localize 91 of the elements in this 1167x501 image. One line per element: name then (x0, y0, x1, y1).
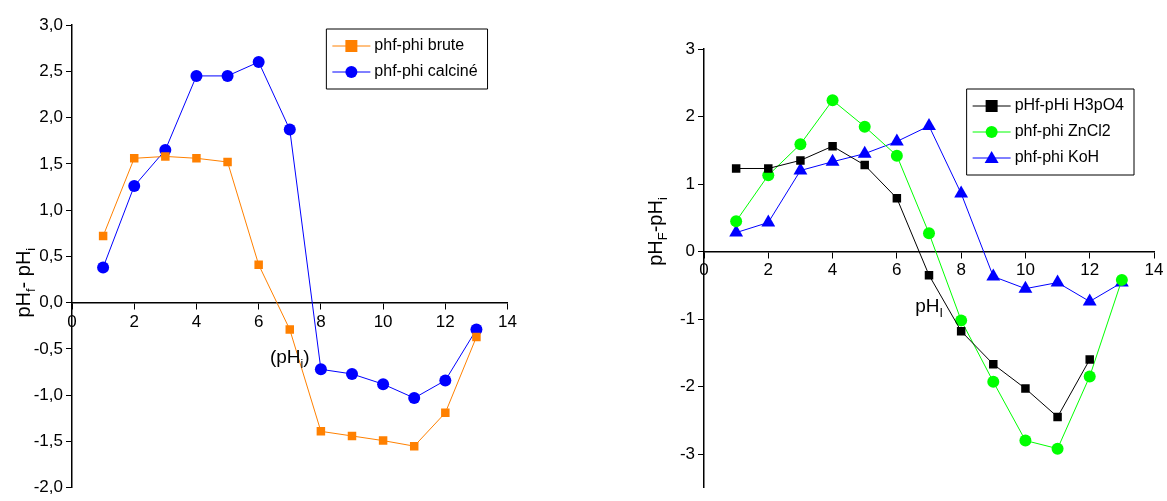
x-tick-label: 12 (435, 311, 455, 331)
point (1085, 355, 1094, 364)
point (439, 374, 452, 387)
point (161, 152, 170, 161)
point (285, 325, 295, 334)
point (316, 427, 326, 436)
point (987, 375, 1000, 388)
point (989, 360, 998, 369)
legend-label: phf-phi calciné (374, 62, 478, 80)
point (796, 156, 805, 165)
point (730, 215, 743, 228)
point (190, 69, 203, 82)
point (828, 141, 837, 151)
point (860, 160, 869, 170)
x-tick-label: 12 (1080, 260, 1100, 280)
x-tick-label: 10 (373, 311, 393, 331)
x-tick-label: 6 (253, 311, 264, 331)
y-tick-label: -2 (679, 376, 695, 396)
point (826, 94, 839, 107)
point (793, 162, 808, 175)
point (1019, 434, 1032, 447)
point (890, 149, 903, 162)
point (923, 227, 935, 240)
point (1053, 412, 1062, 422)
point (223, 157, 232, 167)
y-tick-label: 2 (685, 106, 695, 126)
x-tick-label: 14 (1144, 260, 1164, 280)
y-tick-label: -2,0 (33, 477, 63, 497)
y-tick-label: 2,5 (39, 60, 63, 80)
x-tick-label: 10 (1015, 260, 1035, 280)
legend-label: pHf-pHi H3pO4 (1014, 96, 1125, 114)
point (408, 392, 421, 405)
x-tick-label: 6 (892, 260, 902, 280)
point (764, 164, 773, 173)
y-tick-label: 0,0 (39, 292, 63, 312)
point (858, 120, 871, 133)
point (345, 367, 358, 380)
y-tick-label: 0 (685, 241, 695, 261)
point (128, 180, 141, 193)
y-tick-label: 1 (685, 173, 695, 193)
point (252, 56, 265, 69)
x-tick-label: 4 (827, 260, 838, 280)
point (283, 123, 296, 136)
point (378, 436, 388, 445)
x-tick-label: 8 (956, 260, 966, 280)
point (889, 133, 904, 146)
y-tick-label: -1,5 (33, 431, 63, 451)
point (1082, 293, 1097, 306)
point (1018, 280, 1033, 293)
point (986, 268, 1001, 281)
point (441, 408, 450, 418)
legend-label: phf-phi brute (374, 36, 465, 54)
point (1083, 370, 1096, 383)
y-tick-label: 2,0 (39, 107, 63, 127)
y-tick-label: 1,5 (39, 153, 63, 173)
point (97, 261, 110, 274)
point (857, 145, 872, 158)
point (1021, 384, 1030, 393)
point (377, 378, 390, 391)
point (794, 138, 807, 151)
point (314, 363, 327, 376)
y-tick-label: 3,0 (39, 14, 63, 34)
point (254, 260, 263, 269)
x-tick-label: 8 (316, 311, 326, 331)
point (954, 185, 969, 198)
point (472, 332, 481, 342)
y-axis-title: pHf- pHi (11, 247, 38, 318)
y-tick-label: -3 (679, 443, 695, 463)
point (221, 69, 234, 82)
point (825, 153, 840, 166)
x-tick-label: 4 (191, 311, 202, 331)
y-tick-label: 1,0 (39, 199, 63, 219)
x-tick-label: 14 (498, 311, 518, 331)
x-tick-label: 2 (129, 311, 139, 331)
y-tick-label: 3 (685, 38, 695, 58)
y-axis-title: pHF-pHi (643, 197, 670, 266)
x-tick-label: 2 (763, 260, 774, 280)
y-tick-label: -1,0 (33, 384, 63, 404)
y-tick-label: -0,5 (33, 338, 63, 358)
point (1050, 274, 1065, 287)
point (731, 164, 741, 173)
point (922, 117, 936, 130)
point (192, 154, 201, 163)
point (129, 154, 139, 163)
legend-label: phf-phi ZnCl2 (1014, 122, 1111, 140)
legend-label: phf-phi KoH (1014, 148, 1100, 166)
point (761, 214, 776, 227)
y-tick-label: -1 (679, 308, 695, 328)
y-tick-label: 0,5 (39, 246, 63, 266)
point (955, 314, 968, 327)
point (1051, 442, 1064, 455)
